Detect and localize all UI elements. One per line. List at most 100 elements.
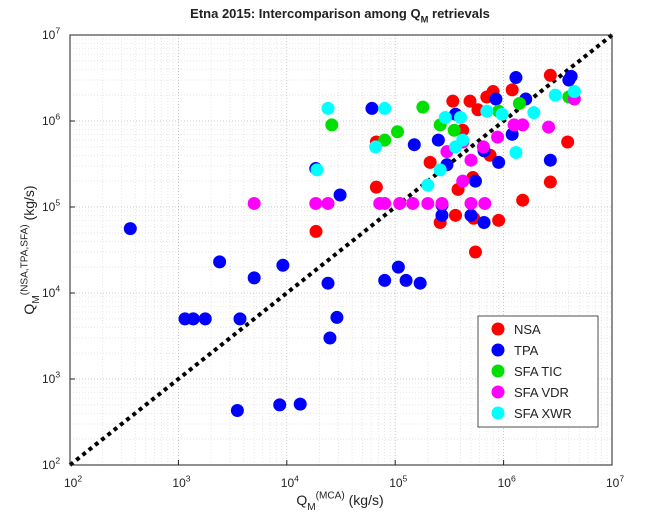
data-point — [492, 155, 506, 169]
x-axis-label-part: M — [307, 502, 315, 513]
data-point — [186, 312, 200, 326]
chart-title-part: Etna 2015: Intercomparison among Q — [190, 6, 420, 21]
data-point — [416, 100, 430, 114]
data-point — [198, 312, 212, 326]
data-point — [330, 310, 344, 324]
data-point — [543, 68, 557, 82]
data-point — [378, 273, 392, 287]
data-point — [378, 101, 392, 115]
data-point — [468, 245, 482, 259]
x-tick-label-part: 7 — [619, 474, 624, 484]
x-axis-label: QM(MCA) (kg/s) — [296, 491, 383, 513]
data-point — [512, 96, 526, 110]
legend-label: SFA XWR — [514, 406, 572, 421]
data-point — [516, 193, 530, 207]
y-tick-label-part: 10 — [42, 200, 56, 214]
data-point — [477, 216, 491, 230]
data-point — [233, 312, 247, 326]
data-point — [516, 118, 530, 132]
x-axis-label-part: (kg/s) — [345, 492, 384, 508]
data-point — [478, 196, 492, 210]
data-point — [491, 130, 505, 144]
data-point — [393, 196, 407, 210]
data-point — [309, 196, 323, 210]
x-tick-label-part: 10 — [389, 476, 403, 490]
y-axis-label-part: (NSA,TPA,SFA) — [20, 224, 31, 295]
x-tick-label-part: 4 — [294, 474, 299, 484]
y-tick-label-part: 10 — [42, 114, 56, 128]
y-tick-label-part: 4 — [55, 284, 60, 294]
data-point — [321, 196, 335, 210]
legend-label: NSA — [514, 322, 541, 337]
data-point — [123, 222, 137, 236]
legend-label: TPA — [514, 343, 539, 358]
data-point — [561, 135, 575, 149]
data-point — [449, 208, 463, 222]
y-tick-label: 105 — [42, 198, 60, 214]
data-point — [365, 101, 379, 115]
y-tick-label-part: 10 — [42, 28, 56, 42]
data-point — [480, 104, 494, 118]
data-point — [453, 110, 467, 124]
data-point — [435, 196, 449, 210]
legend-marker — [491, 343, 505, 357]
data-point — [406, 196, 420, 210]
x-axis-label-part: Q — [296, 492, 307, 508]
data-point — [369, 180, 383, 194]
data-point — [527, 106, 541, 120]
data-point — [247, 271, 261, 285]
data-point — [464, 153, 478, 167]
data-point — [378, 133, 392, 147]
x-tick-label: 104 — [281, 474, 299, 490]
plot-frame — [69, 34, 613, 466]
x-tick-label: 107 — [606, 474, 624, 490]
y-axis-label-part: (kg/s) — [21, 185, 37, 224]
data-point — [399, 273, 413, 287]
y-tick-label: 106 — [42, 112, 60, 128]
x-tick-label: 102 — [64, 474, 82, 490]
data-point — [369, 140, 383, 154]
data-point — [463, 94, 477, 108]
data-point — [390, 125, 404, 139]
legend-marker — [491, 385, 505, 399]
data-point — [321, 101, 335, 115]
legend-label: SFA TIC — [514, 364, 562, 379]
data-point — [276, 258, 290, 272]
y-tick-label-part: 10 — [42, 372, 56, 386]
data-point — [449, 140, 463, 154]
data-point — [413, 276, 427, 290]
data-point — [423, 155, 437, 169]
data-point — [438, 110, 452, 124]
x-tick-label-part: 3 — [186, 474, 191, 484]
data-point — [310, 163, 324, 177]
x-tick-label-part: 5 — [403, 474, 408, 484]
legend-marker — [491, 364, 505, 378]
data-point — [456, 174, 470, 188]
x-tick-label: 105 — [389, 474, 407, 490]
data-point — [433, 163, 447, 177]
y-tick-label-part: 10 — [42, 286, 56, 300]
data-point — [325, 118, 339, 132]
x-tick-label-part: 10 — [64, 476, 78, 490]
x-tick-label-part: 10 — [606, 476, 620, 490]
data-point — [333, 188, 347, 202]
x-tick-label-part: 2 — [77, 474, 82, 484]
y-axis-label-part: Q — [21, 304, 37, 315]
y-tick-label: 107 — [42, 26, 60, 42]
y-tick-label-part: 2 — [55, 456, 60, 466]
x-tick-label-part: 10 — [172, 476, 186, 490]
data-point — [391, 260, 405, 274]
data-point — [407, 138, 421, 152]
data-point — [495, 107, 509, 121]
y-axis-label: QM(NSA,TPA,SFA) (kg/s) — [20, 185, 42, 314]
legend-marker — [491, 406, 505, 420]
data-point — [309, 224, 323, 238]
data-point — [505, 83, 519, 97]
y-tick-label-part: 5 — [55, 198, 60, 208]
y-tick-label: 102 — [42, 456, 60, 472]
data-point — [464, 196, 478, 210]
data-point — [468, 174, 482, 188]
data-point — [273, 398, 287, 412]
data-point — [543, 175, 557, 189]
